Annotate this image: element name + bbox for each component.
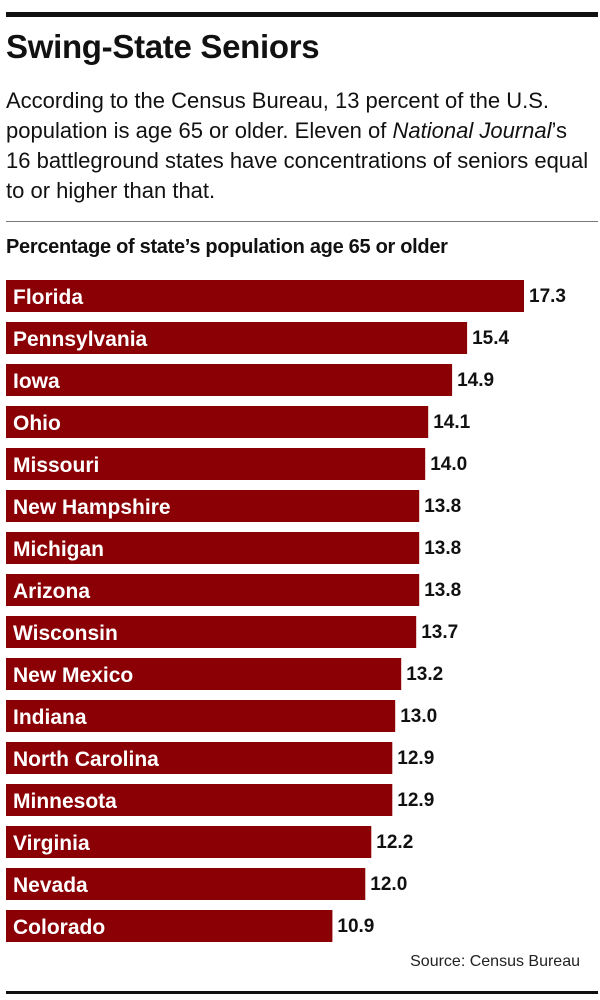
category-label-florida: Florida	[13, 286, 83, 309]
bar-virginia	[6, 826, 372, 858]
value-label-colorado: 10.9	[337, 916, 374, 937]
value-label-ohio: 14.1	[433, 412, 470, 433]
value-label-arizona: 13.8	[424, 580, 461, 601]
category-label-missouri: Missouri	[13, 454, 99, 477]
category-label-michigan: Michigan	[13, 538, 104, 561]
value-label-florida: 17.3	[529, 286, 566, 307]
section-divider	[6, 221, 598, 222]
intro-publication-name: National Journal	[392, 118, 552, 143]
bar-new-mexico	[6, 658, 402, 690]
category-label-arizona: Arizona	[13, 580, 90, 603]
bottom-rule	[6, 991, 598, 994]
bar-wisconsin	[6, 616, 417, 648]
value-label-michigan: 13.8	[424, 538, 461, 559]
category-label-colorado: Colorado	[13, 916, 105, 939]
bar-ohio	[6, 406, 429, 438]
bar-north-carolina	[6, 742, 393, 774]
intro-text-part2: ’s 16 battleground states have concentra…	[6, 118, 589, 203]
bar-colorado	[6, 910, 333, 942]
bar-michigan	[6, 532, 420, 564]
value-label-nevada: 12.0	[370, 874, 407, 895]
source-note: Source: Census Bureau	[410, 953, 580, 970]
value-label-iowa: 14.9	[457, 370, 494, 391]
value-label-missouri: 14.0	[430, 454, 467, 475]
intro-text-part1: According to the Census Bureau, 13 perce…	[6, 88, 549, 143]
bar-missouri	[6, 448, 426, 480]
bar-iowa	[6, 364, 453, 396]
top-rule	[6, 12, 598, 17]
value-label-virginia: 12.2	[376, 832, 413, 853]
value-label-new-mexico: 13.2	[406, 664, 443, 685]
chart-title: Percentage of state’s population age 65 …	[6, 236, 448, 258]
bar-new-hampshire	[6, 490, 420, 522]
category-label-new-hampshire: New Hampshire	[13, 496, 171, 519]
bar-pennsylvania	[6, 322, 468, 354]
intro-text: According to the Census Bureau, 13 perce…	[6, 86, 596, 206]
bar-nevada	[6, 868, 366, 900]
category-label-wisconsin: Wisconsin	[13, 622, 118, 645]
bar-florida	[6, 280, 524, 312]
value-label-new-hampshire: 13.8	[424, 496, 461, 517]
value-label-minnesota: 12.9	[397, 790, 434, 811]
category-label-north-carolina: North Carolina	[13, 748, 159, 771]
bar-chart: Florida 17.3 Pennsylvania 15.4 Iowa 14.9 Ohio 1…	[6, 280, 566, 942]
value-label-north-carolina: 12.9	[397, 748, 434, 769]
bar-minnesota	[6, 784, 393, 816]
bar-indiana	[6, 700, 396, 732]
category-label-minnesota: Minnesota	[13, 790, 117, 813]
category-label-pennsylvania: Pennsylvania	[13, 328, 148, 351]
category-label-new-mexico: New Mexico	[13, 664, 133, 687]
category-label-nevada: Nevada	[13, 874, 88, 897]
category-label-virginia: Virginia	[13, 832, 90, 855]
category-label-indiana: Indiana	[13, 706, 87, 729]
bar-arizona	[6, 574, 420, 606]
category-label-iowa: Iowa	[13, 370, 60, 393]
chart-headline: Swing-State Seniors	[6, 28, 320, 65]
value-label-pennsylvania: 15.4	[472, 328, 509, 349]
category-label-ohio: Ohio	[13, 412, 61, 435]
value-label-indiana: 13.0	[400, 706, 437, 727]
value-label-wisconsin: 13.7	[421, 622, 458, 643]
